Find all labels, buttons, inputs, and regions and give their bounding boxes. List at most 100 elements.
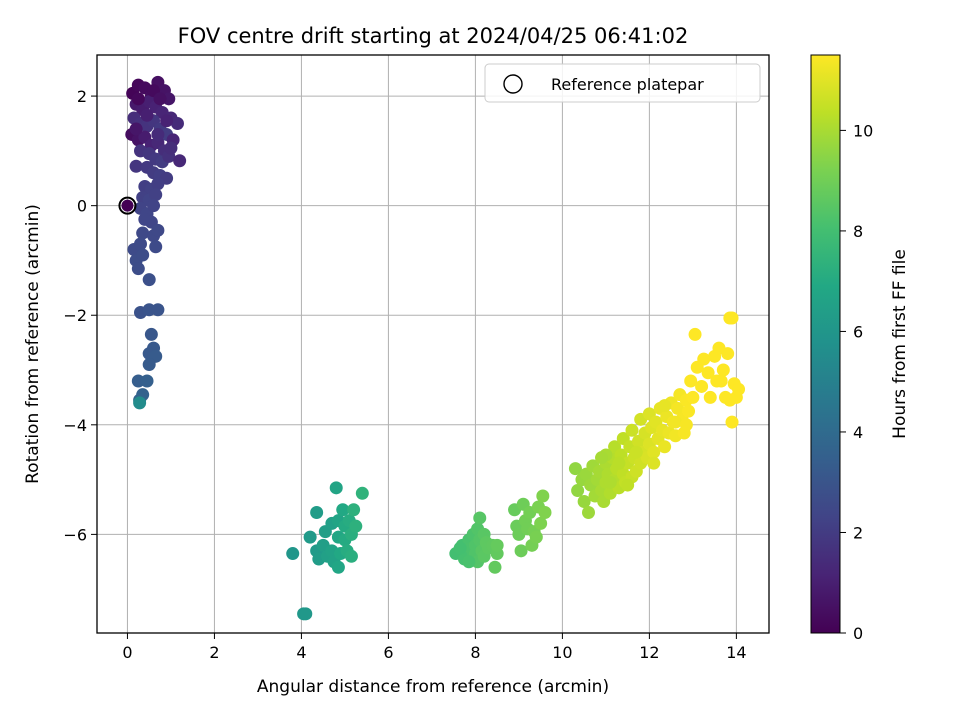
data-point [151, 223, 165, 237]
data-point [355, 486, 369, 500]
data-point [129, 122, 143, 136]
data-point [603, 475, 617, 489]
scatter-points [125, 75, 746, 621]
data-point [571, 484, 585, 498]
colorbar-tick-label: 4 [853, 423, 863, 442]
data-point [303, 530, 317, 544]
x-tick-label: 10 [552, 643, 572, 662]
y-tick-label: 0 [77, 197, 87, 216]
colorbar-tick-label: 10 [853, 121, 873, 140]
data-point [473, 511, 487, 525]
data-point [723, 311, 737, 325]
x-tick-label: 8 [470, 643, 480, 662]
x-axis-label: Angular distance from reference (arcmin) [257, 677, 609, 697]
data-point [329, 481, 343, 495]
data-point [612, 456, 626, 470]
data-point [153, 92, 167, 106]
data-point [310, 505, 324, 519]
data-point [658, 399, 672, 413]
data-point [668, 415, 682, 429]
data-point [336, 503, 350, 517]
data-point [347, 503, 361, 517]
colorbar-tick-label: 2 [853, 523, 863, 542]
data-point [688, 327, 702, 341]
data-point [529, 530, 543, 544]
data-point [142, 358, 156, 372]
data-point [658, 440, 672, 454]
legend-box [484, 63, 761, 103]
data-point [131, 92, 145, 106]
data-point [140, 374, 154, 388]
data-point [149, 188, 163, 202]
legend-label: Reference platepar [551, 75, 704, 94]
data-point [173, 154, 187, 168]
data-point [462, 555, 476, 569]
data-point [595, 451, 609, 465]
y-tick-label: −4 [63, 416, 87, 435]
data-point [151, 303, 165, 317]
colorbar-label: Hours from first FF file [890, 249, 910, 439]
colorbar-tick-label: 8 [853, 222, 863, 241]
data-point [453, 541, 467, 555]
data-point [621, 478, 635, 492]
data-point [625, 423, 639, 437]
data-point [682, 404, 696, 418]
data-point [129, 159, 143, 173]
data-point [695, 379, 709, 393]
data-point [286, 547, 300, 561]
data-point [151, 177, 165, 191]
reference-platepar-marker [118, 196, 137, 215]
data-point [577, 495, 591, 509]
data-point [170, 116, 184, 130]
y-tick-label: −2 [63, 306, 87, 325]
x-tick-label: 2 [209, 643, 219, 662]
data-point [136, 226, 150, 240]
data-point [164, 141, 178, 155]
plot-frame [96, 54, 770, 634]
x-tick-label: 0 [122, 643, 132, 662]
data-point [721, 347, 735, 361]
data-point [142, 273, 156, 287]
colorbar-tick-label: 6 [853, 322, 863, 341]
legend-marker [503, 74, 523, 94]
y-tick-label: −6 [63, 525, 87, 544]
data-point [732, 382, 746, 396]
data-point [349, 519, 363, 533]
data-point [568, 462, 582, 476]
data-point [147, 199, 161, 213]
x-tick-label: 4 [296, 643, 306, 662]
x-tick-label: 6 [383, 643, 393, 662]
data-point [581, 505, 595, 519]
data-point [490, 538, 504, 552]
data-point [133, 396, 147, 410]
data-point [133, 237, 147, 251]
data-point [679, 418, 693, 432]
reference-data-point [121, 199, 134, 212]
data-point [684, 374, 698, 388]
data-point [701, 366, 715, 380]
y-tick-label: 2 [77, 87, 87, 106]
chart-title: FOV centre drift starting at 2024/04/25 … [178, 24, 689, 48]
axis-ticks: 0 2 4 6 8 10 12 14 −6 −4 −2 0 2 [63, 87, 746, 662]
data-point [299, 607, 313, 621]
data-point [136, 248, 150, 262]
data-point [647, 445, 661, 459]
data-point [144, 327, 158, 341]
colorbar-tick-label: 0 [853, 624, 863, 643]
data-point [151, 127, 165, 141]
data-point [716, 363, 730, 377]
colorbar [810, 54, 841, 634]
x-tick-label: 14 [726, 643, 746, 662]
colorbar-ticks: 0 2 4 6 8 10 [840, 121, 873, 643]
data-point [488, 560, 502, 574]
data-point [140, 108, 154, 122]
data-point [686, 390, 700, 404]
y-axis-label: Rotation from reference (arcmin) [23, 204, 43, 484]
data-point [697, 352, 711, 366]
data-point [331, 560, 345, 574]
data-point [131, 262, 145, 276]
data-point [725, 415, 739, 429]
data-point [344, 549, 358, 563]
data-point [538, 505, 552, 519]
